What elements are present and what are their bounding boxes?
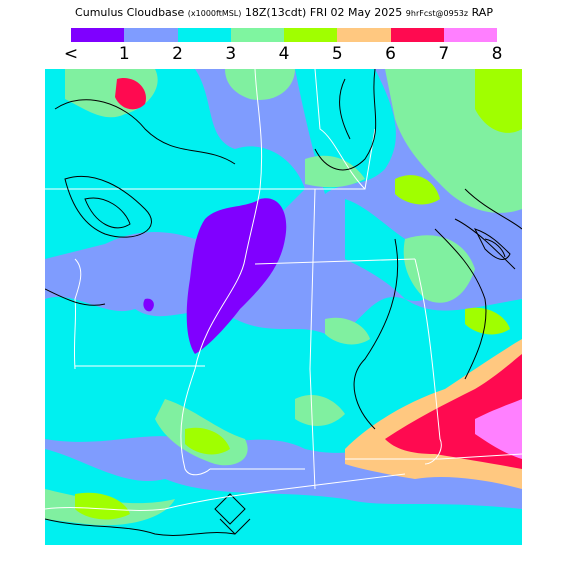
field-lt1 [143,198,287,354]
field-7-8 [475,399,522,459]
map-title: Cumulus Cloudbase (x1000ftMSL) 18Z(13cdt… [0,6,568,19]
coastline [45,473,406,511]
legend-swatch [177,28,231,42]
cloudbase-map [45,69,522,545]
state-boundaries [45,69,522,490]
field-4-5 [75,69,522,520]
title-model: RAP [471,6,493,19]
legend-tick-label: 6 [385,44,396,64]
legend-tick-label: < [63,44,79,64]
legend-tick-label: 4 [278,44,290,64]
title-product: Cumulus Cloudbase [75,6,185,19]
legend-ticks: <1 2 3 4 5 6 7 8 [44,44,524,64]
legend-swatch [230,28,284,42]
legend-swatch [284,28,338,42]
title-run: 9hrFcst@0953z [405,9,469,18]
legend-swatch [337,28,391,42]
legend-tick-label: 2 [172,44,183,64]
legend-swatch [443,28,497,42]
contour-lines [45,69,522,536]
legend-tick-label: 3 [225,44,237,64]
legend-swatch [124,28,178,42]
legend-tick-label: 8 [491,44,503,64]
title-valid: 18Z(13cdt) FRI 02 May 2025 [244,6,403,19]
legend-swatch [71,28,125,42]
legend-tick-label: 1 [118,44,130,64]
title-units: (x1000ftMSL) [187,9,242,18]
legend-tick-label: 7 [438,44,450,64]
legend-swatch [390,28,444,42]
color-legend [71,28,497,42]
legend-tick-label: 5 [331,44,343,64]
